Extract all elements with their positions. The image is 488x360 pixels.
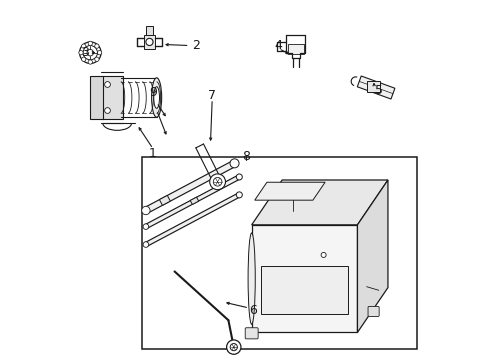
Circle shape (83, 45, 97, 60)
Polygon shape (190, 197, 198, 204)
Polygon shape (144, 161, 236, 213)
Circle shape (143, 224, 148, 229)
Polygon shape (159, 195, 170, 205)
Bar (145, 26, 153, 35)
Text: 4: 4 (274, 39, 282, 52)
Polygon shape (357, 76, 394, 99)
Circle shape (321, 252, 325, 257)
Polygon shape (251, 225, 357, 332)
Polygon shape (254, 182, 325, 200)
Ellipse shape (247, 233, 255, 324)
Circle shape (236, 174, 242, 180)
Text: 6: 6 (249, 305, 257, 318)
Text: 2: 2 (192, 39, 200, 52)
Polygon shape (144, 175, 240, 229)
Polygon shape (357, 180, 387, 332)
Circle shape (88, 41, 92, 45)
Bar (90, 76, 102, 119)
FancyBboxPatch shape (244, 328, 258, 339)
Circle shape (87, 49, 93, 56)
Text: 3: 3 (81, 46, 89, 59)
Bar (287, 44, 303, 54)
Circle shape (95, 57, 99, 62)
Circle shape (142, 206, 150, 215)
Circle shape (209, 174, 225, 190)
Polygon shape (144, 193, 240, 247)
Circle shape (81, 44, 86, 48)
FancyBboxPatch shape (367, 306, 378, 316)
Ellipse shape (153, 87, 159, 108)
Text: 1: 1 (149, 147, 157, 159)
Circle shape (143, 242, 148, 247)
Text: 5: 5 (374, 84, 382, 97)
Circle shape (97, 50, 102, 55)
Circle shape (79, 50, 83, 55)
Polygon shape (251, 180, 387, 225)
Ellipse shape (151, 78, 162, 117)
Bar (101, 76, 122, 119)
Bar (366, 81, 380, 92)
Bar (260, 266, 348, 315)
Circle shape (229, 159, 239, 168)
Circle shape (88, 60, 92, 64)
Circle shape (226, 340, 241, 354)
Circle shape (145, 39, 153, 45)
Bar (144, 35, 155, 49)
Circle shape (81, 57, 86, 62)
Text: 7: 7 (208, 89, 216, 102)
Circle shape (230, 343, 237, 351)
Circle shape (95, 44, 99, 48)
Text: 8: 8 (242, 150, 250, 163)
Circle shape (80, 42, 101, 63)
Text: 9: 9 (149, 86, 157, 99)
Bar (142, 157, 416, 348)
Circle shape (213, 177, 222, 186)
Circle shape (104, 108, 110, 113)
Circle shape (104, 82, 110, 87)
Circle shape (236, 192, 242, 198)
